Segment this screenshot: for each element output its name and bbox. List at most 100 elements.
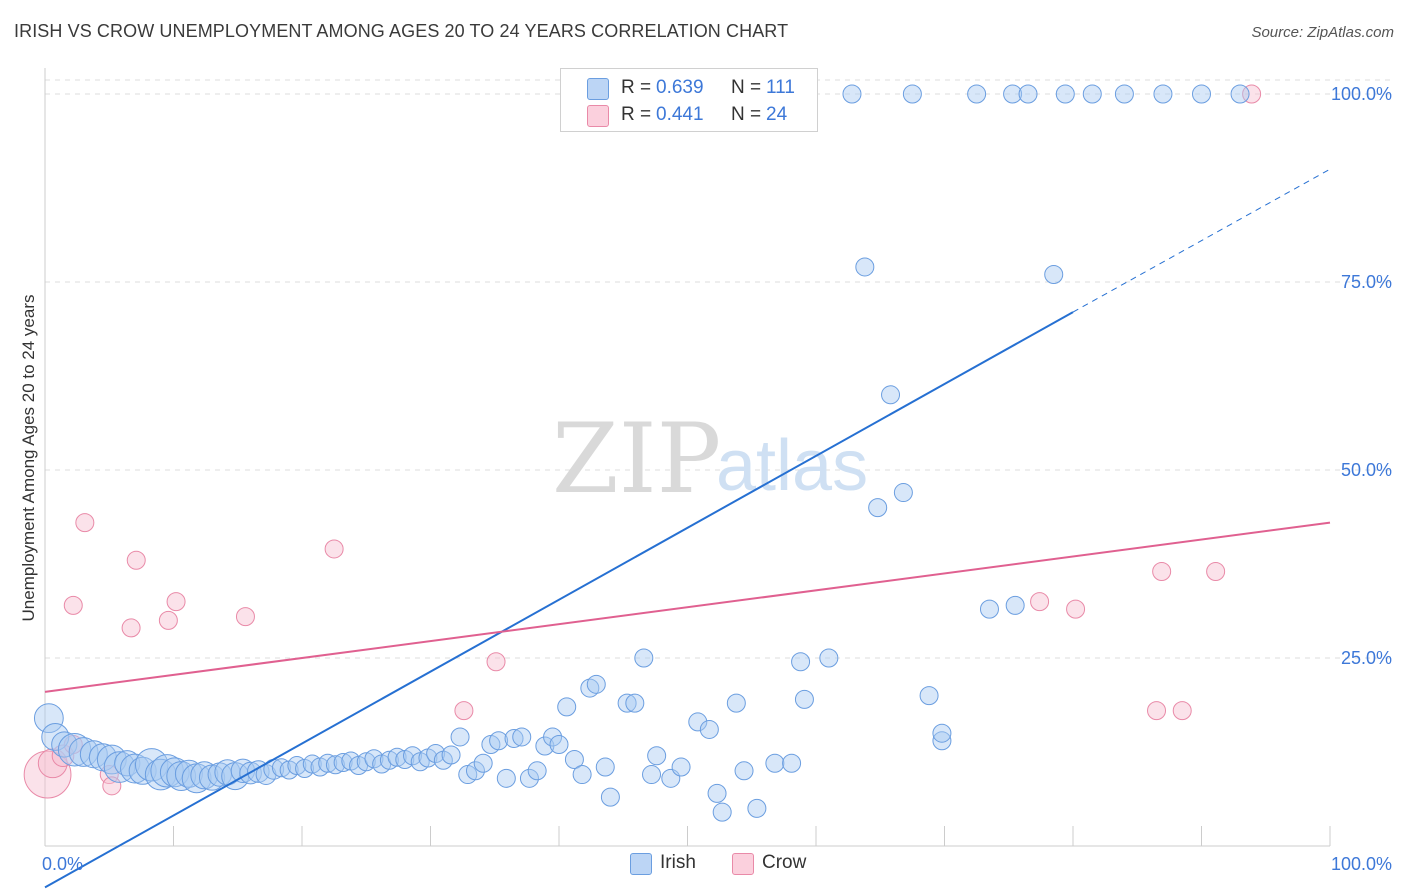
irish-point <box>450 727 470 747</box>
irish-point <box>791 652 811 672</box>
irish-point <box>572 765 592 785</box>
irish-point <box>325 755 345 775</box>
irish-point <box>473 753 493 773</box>
crow-point <box>454 701 474 721</box>
irish-point <box>103 751 136 783</box>
x-tick-label-max: 100.0% <box>1331 854 1392 874</box>
irish-point <box>302 754 322 774</box>
y-tick-label: 25.0% <box>1341 648 1392 668</box>
irish-point <box>543 727 563 747</box>
tick-labels: 25.0% 50.0% 75.0% 100.0% 0.0% 100.0% <box>42 84 1392 874</box>
irish-point <box>387 747 407 767</box>
crow-point <box>1030 592 1050 612</box>
irish-point <box>842 84 862 104</box>
crow-trend-line <box>44 521 1331 693</box>
irish-point <box>1005 595 1025 615</box>
irish-point <box>868 498 888 518</box>
irish-point <box>647 746 667 766</box>
irish-point <box>441 745 461 765</box>
irish-point <box>600 787 620 807</box>
crow-point <box>63 595 83 615</box>
y-axis-label: Unemployment Among Ages 20 to 24 years <box>19 295 38 622</box>
irish-point <box>527 761 547 781</box>
irish-point <box>707 783 727 803</box>
y-tick-label: 100.0% <box>1331 84 1392 104</box>
irish-point <box>318 753 338 773</box>
crow-point <box>1152 562 1172 582</box>
x-tick-label-min: 0.0% <box>42 854 83 874</box>
irish-point <box>504 728 524 748</box>
crow-point <box>1147 701 1167 721</box>
irish-point <box>819 648 839 668</box>
irish-point <box>919 686 939 706</box>
irish-point <box>489 731 509 751</box>
legend-crow-label: Crow <box>762 852 807 873</box>
crow-r-value: 0.441 <box>656 104 704 125</box>
chart-source: Source: ZipAtlas.com <box>1251 24 1394 41</box>
irish-point <box>1192 84 1211 104</box>
irish-point <box>1018 84 1038 104</box>
irish-point <box>595 757 615 777</box>
irish-point <box>519 768 539 788</box>
legend-irish-swatch <box>630 853 652 875</box>
crow-point <box>486 652 506 672</box>
crow-point <box>126 550 146 570</box>
crow-point <box>23 750 72 799</box>
irish-trend-extension <box>1072 168 1331 313</box>
irish-n-label: N = <box>731 77 762 98</box>
irish-point <box>379 750 399 770</box>
irish-point <box>1082 84 1102 104</box>
correlation-legend: R = 0.639 N = 111 R = 0.441 N = 24 <box>560 68 818 132</box>
irish-point <box>617 693 637 713</box>
crow-point <box>75 513 95 533</box>
irish-point <box>496 768 516 788</box>
irish-point <box>549 734 569 754</box>
irish-point <box>688 712 708 732</box>
crow-r-label: R = <box>621 104 652 125</box>
irish-point <box>794 689 814 709</box>
irish-point <box>765 753 785 773</box>
irish-r-value: 0.639 <box>656 77 704 98</box>
irish-point <box>580 678 600 698</box>
legend-irish-label: Irish <box>660 852 696 873</box>
irish-point <box>465 761 485 781</box>
irish-point <box>671 757 691 777</box>
crow-point <box>1066 599 1086 619</box>
irish-points <box>33 84 1250 822</box>
irish-point <box>855 257 875 277</box>
crow-point <box>158 610 178 630</box>
legend-row-irish: R = 0.639 N = 111 <box>561 74 817 102</box>
trend-lines <box>44 168 1331 889</box>
chart-title: IRISH VS CROW UNEMPLOYMENT AMONG AGES 20… <box>14 21 789 41</box>
irish-point <box>247 760 270 783</box>
irish-point <box>1055 84 1075 104</box>
irish-point <box>712 802 732 822</box>
irish-point <box>33 703 64 734</box>
irish-point <box>634 648 654 668</box>
irish-trend-line <box>44 311 1074 889</box>
irish-point <box>893 483 913 503</box>
irish-point <box>426 744 446 764</box>
irish-point <box>68 737 99 767</box>
irish-point <box>333 753 353 773</box>
legend-row-crow: R = 0.441 N = 24 <box>561 101 817 129</box>
irish-point <box>564 750 584 770</box>
crow-point <box>166 592 186 612</box>
irish-point <box>747 798 767 818</box>
irish-point <box>1230 84 1250 104</box>
irish-point <box>271 758 291 778</box>
irish-point <box>902 84 922 104</box>
irish-point <box>403 746 423 766</box>
crow-point <box>121 618 141 638</box>
irish-point <box>932 731 952 751</box>
crow-point <box>102 776 122 796</box>
irish-point <box>1044 264 1064 284</box>
irish-point <box>932 723 952 743</box>
irish-point <box>1114 84 1134 104</box>
irish-point <box>586 674 606 694</box>
crow-n-label: N = <box>731 104 762 125</box>
irish-point <box>166 761 197 791</box>
irish-point <box>287 756 307 776</box>
irish-point <box>625 693 645 713</box>
